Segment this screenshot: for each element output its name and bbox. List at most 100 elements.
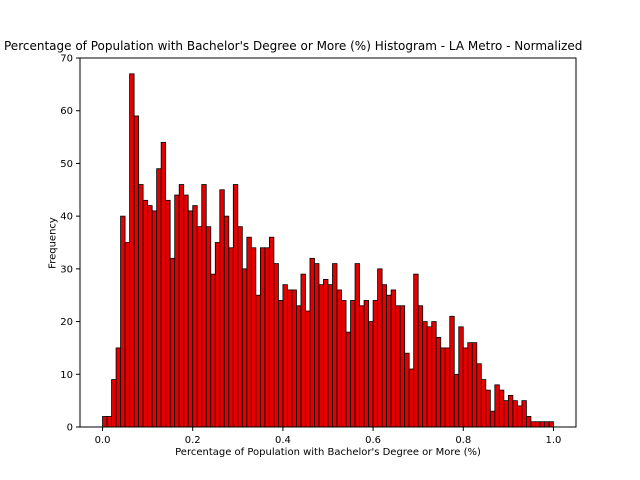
histogram-bar (395, 305, 401, 428)
histogram-bar (115, 347, 121, 428)
histogram-bar (462, 347, 469, 428)
histogram-bar (521, 400, 527, 428)
histogram-bar (350, 300, 356, 428)
x-tick-label: 1.0 (546, 435, 562, 446)
histogram-bar (151, 210, 158, 428)
histogram-bar (354, 263, 360, 428)
histogram-bar (300, 273, 306, 428)
histogram-bar (530, 421, 536, 428)
histogram-bar (237, 226, 243, 428)
histogram-bar (327, 284, 333, 428)
histogram-bar (305, 310, 311, 428)
histogram-bar (246, 236, 252, 428)
y-tick-label: 30 (60, 264, 73, 275)
histogram-bar (142, 199, 149, 428)
y-tick-label: 0 (67, 423, 73, 434)
histogram-bar (390, 289, 397, 428)
histogram-bar (165, 199, 171, 428)
histogram-bar (160, 141, 167, 428)
histogram-bar (498, 389, 505, 428)
histogram-bar (422, 321, 428, 428)
histogram-bar (201, 184, 207, 428)
x-tick-label: 0.2 (185, 435, 201, 446)
histogram-bar (444, 347, 451, 428)
histogram-bar (539, 421, 545, 428)
histogram-bar (287, 289, 293, 428)
histogram-bar (156, 168, 162, 428)
histogram-bar (183, 194, 189, 428)
histogram-bar (372, 300, 379, 428)
histogram-bar (467, 342, 473, 428)
chart-title: Percentage of Population with Bachelor's… (4, 39, 583, 53)
histogram-bar (345, 331, 351, 428)
x-tick-label: 0.8 (455, 435, 471, 446)
histogram-bar (138, 184, 144, 428)
histogram-bar (503, 400, 509, 428)
y-tick-label: 10 (60, 370, 73, 381)
histogram-bar (516, 405, 523, 428)
histogram-bar (535, 421, 541, 428)
y-tick-label: 40 (60, 212, 73, 223)
histogram-bar (386, 294, 392, 428)
histogram-bar (124, 242, 131, 428)
histogram-bar (435, 336, 442, 428)
plot-frame (79, 57, 577, 428)
histogram-bar (264, 247, 270, 428)
histogram-bar (458, 326, 464, 428)
histogram-bar (332, 263, 338, 428)
histogram-bar (471, 342, 478, 428)
x-tick-label: 0.6 (365, 435, 381, 446)
histogram-bar (309, 257, 315, 428)
histogram-bar (476, 363, 482, 428)
histogram-bar (268, 236, 275, 428)
histogram-bar (431, 321, 437, 428)
y-axis-label: Frequency (47, 217, 59, 269)
histogram-bar (169, 257, 176, 428)
histogram-bar (512, 400, 518, 428)
histogram-bar (453, 373, 460, 428)
histogram-bar (404, 352, 410, 428)
histogram-bar (133, 115, 140, 428)
histogram-bar (219, 189, 225, 428)
y-tick-label: 50 (60, 159, 73, 170)
histogram-bar (485, 389, 491, 428)
histogram-bar (102, 416, 108, 428)
histogram-bar (250, 247, 257, 428)
histogram-bar (232, 184, 239, 428)
histogram-bar (205, 226, 212, 428)
histogram-bar (359, 305, 365, 428)
histogram-bar (449, 315, 455, 428)
histogram-bar (291, 289, 297, 428)
histogram-bar (147, 205, 153, 428)
histogram-bar (314, 263, 320, 428)
histogram-bar (111, 379, 117, 428)
histogram-bar (129, 73, 135, 428)
histogram-bar (277, 300, 284, 428)
histogram-bar (417, 305, 424, 428)
histogram-bar (228, 247, 234, 428)
histogram-bar (480, 379, 487, 428)
histogram-bar (210, 273, 216, 428)
histogram-bar (296, 305, 302, 428)
histogram-bar (241, 268, 248, 428)
histogram-bar (507, 394, 514, 428)
histogram-bar (381, 284, 388, 428)
histogram-bar (214, 242, 221, 428)
histogram-bar (192, 205, 198, 428)
histogram-bar (223, 215, 230, 428)
x-tick-label: 0.0 (95, 435, 111, 446)
histogram-bar (341, 300, 347, 428)
histogram-bar (426, 326, 433, 428)
histogram-bar (106, 416, 112, 428)
histogram-bar (368, 321, 374, 428)
histogram-bar (363, 300, 369, 428)
histogram-bar (273, 263, 279, 428)
histogram-bar (282, 284, 288, 428)
histogram-bar (259, 247, 266, 428)
histogram-bar (413, 273, 419, 428)
histogram-bar (196, 226, 203, 428)
histogram-bar (399, 305, 406, 428)
histogram-bar (187, 210, 194, 428)
histogram-bar (489, 410, 496, 428)
